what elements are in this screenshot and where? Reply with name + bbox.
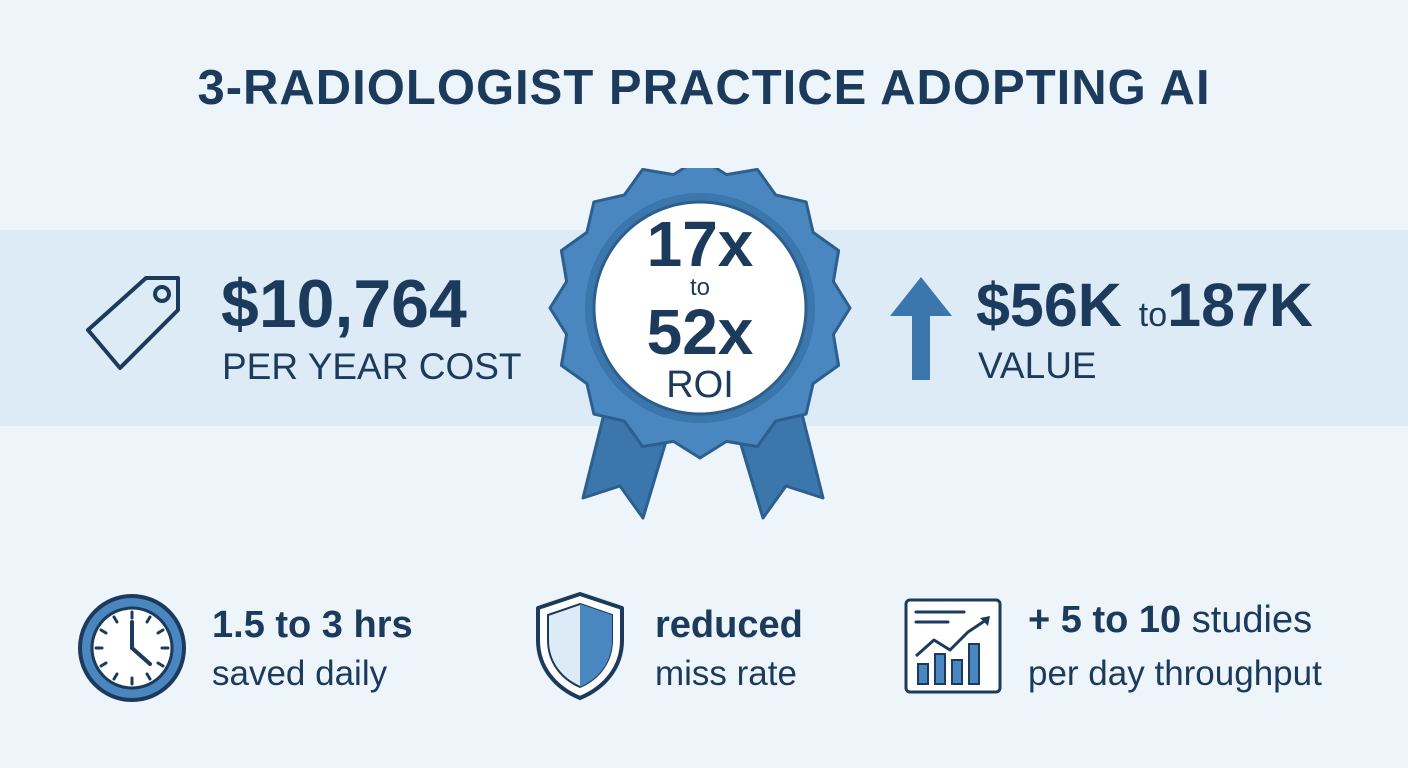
miss-rate-label: miss rate xyxy=(655,654,797,693)
throughput-range: + 5 to 10 xyxy=(1028,599,1182,641)
throughput-unit: studies xyxy=(1191,599,1313,641)
value-high: 187K xyxy=(1167,271,1313,339)
throughput-label: per day throughput xyxy=(1028,654,1322,693)
award-ribbon-icon xyxy=(548,168,852,520)
roi-high: 52x xyxy=(646,296,754,368)
time-saved-label: saved daily xyxy=(212,654,388,693)
value-range: $56K to187K xyxy=(976,275,1313,336)
shield-icon xyxy=(536,592,624,700)
time-saved-value: 1.5 to 3 hrs xyxy=(212,604,413,646)
value-connector: to xyxy=(1138,296,1168,334)
roi-badge: 17x to 52x ROI xyxy=(600,212,800,406)
up-arrow-icon xyxy=(890,277,952,380)
roi-low: 17x xyxy=(646,208,754,280)
page-title: 3-RADIOLOGIST PRACTICE ADOPTING AI xyxy=(197,61,1211,115)
cost-amount: $10,764 xyxy=(221,266,467,342)
clock-icon xyxy=(78,594,186,702)
miss-rate-value: reduced xyxy=(655,604,803,646)
throughput-value: + 5 to 10 studies xyxy=(1028,601,1312,639)
price-tag-icon xyxy=(86,276,180,370)
cost-label: PER YEAR COST xyxy=(222,346,522,387)
value-label: VALUE xyxy=(978,345,1097,386)
roi-connector: to xyxy=(689,274,710,301)
rising-chart-icon xyxy=(904,598,1002,694)
value-low: $56K xyxy=(976,271,1122,339)
roi-label: ROI xyxy=(666,364,734,406)
